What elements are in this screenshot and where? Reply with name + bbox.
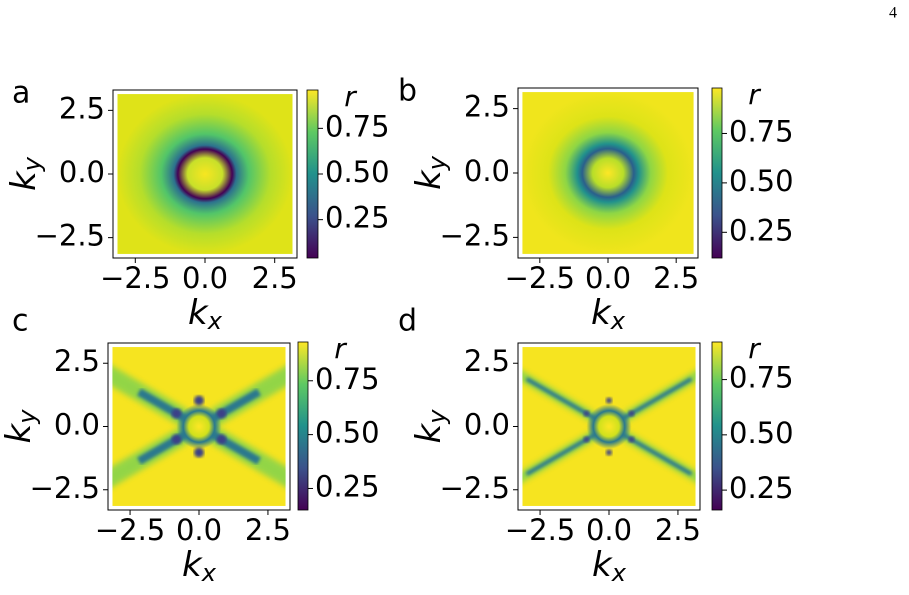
heatmap-ring: [522, 92, 694, 254]
y-axis-label: ky: [4, 156, 47, 191]
panel-letter: d: [398, 304, 417, 339]
colorbar-tick-label: 0.50: [325, 155, 390, 189]
spoke-node: [171, 434, 182, 445]
y-axis-label-sub: y: [13, 409, 41, 425]
y-tick-label: 0.0: [54, 408, 100, 442]
y-tick-label: 2.5: [54, 344, 100, 378]
x-tick-label: 2.5: [655, 513, 701, 547]
y-tick-label: 0.0: [464, 408, 510, 442]
x-tick-label: 0.0: [586, 513, 632, 547]
spoke-node: [583, 410, 590, 417]
panel-letter: a: [12, 76, 30, 111]
y-axis-label: ky: [409, 409, 452, 444]
center: [586, 403, 632, 450]
x-axis-label: kx: [182, 545, 217, 588]
colorbar: [711, 87, 723, 259]
y-axis-label-sub: y: [423, 155, 451, 171]
y-axis-label: ky: [409, 155, 452, 190]
x-tick-label: 2.5: [252, 261, 298, 295]
x-tick-label: −2.5: [505, 513, 575, 547]
y-tick-label: −2.5: [35, 219, 105, 253]
colorbar: [297, 341, 309, 511]
page-number: 4: [889, 5, 897, 22]
spoke-node: [583, 436, 590, 443]
x-tick-label: −2.5: [100, 261, 170, 295]
x-tick-label: 0.0: [176, 513, 222, 547]
spoke-node: [194, 447, 204, 458]
spoke-node: [216, 408, 227, 419]
spoke-node: [606, 449, 612, 456]
y-tick-label: 2.5: [464, 90, 510, 124]
colorbar-tick-label: 0.25: [315, 469, 380, 503]
colorbar-tick-label: 0.25: [325, 201, 390, 235]
colorbar-tick-label: 0.75: [729, 361, 794, 395]
colorbar: [306, 89, 319, 259]
y-axis-label-base: k: [409, 169, 449, 190]
y-tick-label: −2.5: [440, 218, 510, 252]
spoke-node: [216, 434, 227, 445]
heatmap-image: [522, 92, 694, 254]
colorbar-tick-label: 0.50: [729, 164, 794, 198]
x-axis-label-sub: x: [201, 559, 217, 587]
center: [176, 403, 222, 450]
colorbar-label: r: [748, 78, 761, 111]
y-tick-label: 0.0: [59, 155, 105, 189]
colorbar-label: r: [334, 332, 347, 365]
x-axis-label: kx: [188, 293, 223, 336]
y-axis-label-base: k: [4, 170, 44, 191]
spoke-node: [171, 408, 182, 419]
y-tick-label: 2.5: [464, 344, 510, 378]
x-axis-label-base: k: [591, 293, 612, 333]
x-tick-label: 0.0: [585, 261, 631, 295]
x-tick-label: 2.5: [653, 261, 699, 295]
x-axis-label-base: k: [592, 545, 613, 585]
colorbar-label: r: [344, 80, 357, 113]
y-axis-label-base: k: [0, 422, 39, 443]
x-axis-label-sub: x: [611, 559, 627, 587]
x-tick-label: 2.5: [245, 513, 291, 547]
colorbar-tick-label: 0.75: [315, 362, 380, 396]
y-axis-label: ky: [0, 409, 41, 444]
colorbar-tick-label: 0.50: [315, 416, 380, 450]
panel-letter: c: [12, 304, 29, 339]
colorbar-label: r: [748, 332, 761, 365]
y-tick-label: −2.5: [440, 471, 510, 505]
x-axis-label-sub: x: [610, 307, 626, 335]
colorbar-tick-label: 0.50: [729, 416, 794, 450]
x-axis-label: kx: [592, 545, 627, 588]
y-axis-label-base: k: [409, 422, 449, 443]
x-axis-label-base: k: [188, 293, 209, 333]
heatmap-image: [522, 347, 696, 506]
x-tick-label: −2.5: [505, 261, 575, 295]
y-axis-label-sub: y: [423, 409, 451, 425]
x-tick-label: −2.5: [95, 513, 165, 547]
heatmap-ring: [117, 94, 293, 254]
y-tick-label: −2.5: [30, 471, 100, 505]
colorbar: [711, 341, 723, 511]
colorbar-tick-label: 0.25: [729, 213, 794, 247]
panel-letter: b: [398, 74, 417, 109]
x-axis-label-base: k: [182, 545, 203, 585]
y-tick-label: 0.0: [464, 154, 510, 188]
spoke-node: [606, 397, 612, 404]
colorbar-tick-label: 0.25: [729, 471, 794, 505]
y-axis-label-sub: y: [18, 156, 46, 172]
x-tick-label: 0.0: [182, 261, 228, 295]
y-tick-label: 2.5: [59, 91, 105, 125]
spoke-node: [194, 395, 204, 406]
x-axis-label-sub: x: [207, 307, 223, 335]
heatmap-image: [117, 94, 293, 254]
colorbar-tick-label: 0.75: [729, 114, 794, 148]
heatmap-image: [112, 347, 286, 506]
spoke-node: [628, 436, 635, 443]
spoke-node: [628, 410, 635, 417]
colorbar-tick-label: 0.75: [325, 109, 390, 143]
x-axis-label: kx: [591, 293, 626, 336]
